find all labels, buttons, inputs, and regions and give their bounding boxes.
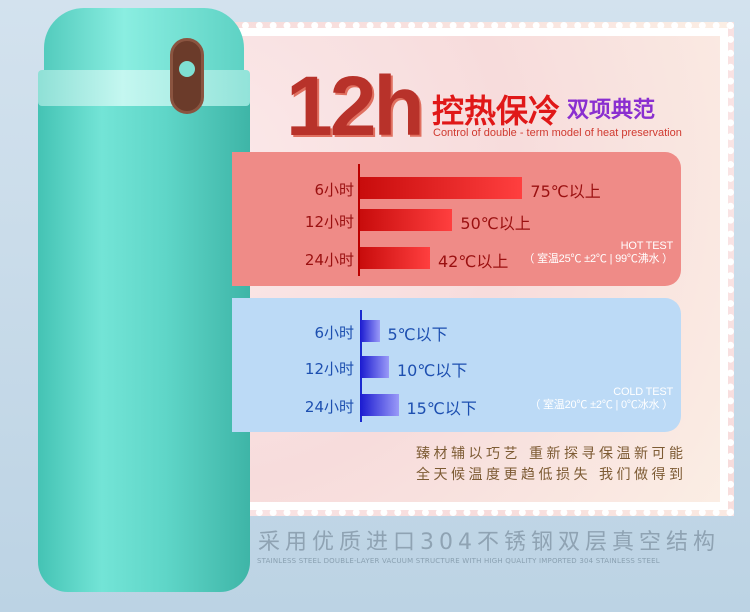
value-label: 5℃以下 <box>387 325 448 344</box>
value-label: 42℃以上 <box>438 252 509 271</box>
cold-row: 12小时 10℃以下 <box>232 356 681 380</box>
slogan-line: 臻材辅以巧艺 重新探寻保温新可能 <box>416 446 687 462</box>
bottle-cap <box>44 8 244 80</box>
hot-bar <box>360 209 453 231</box>
time-label: 12小时 <box>304 360 354 378</box>
bottle-body <box>38 78 250 592</box>
value-label: 15℃以下 <box>406 399 477 418</box>
hot-bar <box>360 177 523 199</box>
cold-test-panel: COLD TEST （ 室温20℃ ±2℃ | 0℃冰水 ） 6小时 5℃以下 12… <box>232 298 681 432</box>
hot-test-label: HOT TEST （ 室温25℃ ±2℃ | 99℃沸水 ） <box>523 240 673 266</box>
hot-axis <box>358 164 360 276</box>
time-label: 24小时 <box>304 398 354 416</box>
cold-row: 24小时 15℃以下 <box>232 394 681 418</box>
bottom-caption-en: STAINLESS STEEL DOUBLE-LAYER VACUUM STRU… <box>257 557 660 565</box>
slogan: 臻材辅以巧艺 重新探寻保温新可能 全天候温度更趋低损失 我们做得到 <box>416 444 686 486</box>
bottom-caption-cn: 采用优质进口304不锈钢双层真空结构 <box>258 530 720 555</box>
value-label: 10℃以下 <box>397 361 468 380</box>
cold-test-label: COLD TEST （ 室温20℃ ±2℃ | 0℃冰水 ） <box>529 386 673 412</box>
cold-row: 6小时 5℃以下 <box>232 320 681 344</box>
time-label: 24小时 <box>304 251 354 269</box>
value-label: 75℃以上 <box>530 182 601 201</box>
value-label: 50℃以上 <box>460 214 531 233</box>
cold-condition: （ 室温20℃ ±2℃ | 0℃冰水 ） <box>529 399 673 411</box>
cold-bar <box>360 356 389 378</box>
time-label: 12小时 <box>304 213 354 231</box>
cold-bar <box>360 394 399 416</box>
headline-cn2: 双项典范 <box>567 98 656 123</box>
slogan-line: 全天候温度更趋低损失 我们做得到 <box>416 467 687 483</box>
lid-clasp <box>170 38 204 114</box>
hot-row: 6小时 75℃以上 <box>232 177 681 201</box>
time-label: 6小时 <box>314 324 354 342</box>
cold-bar <box>360 320 380 342</box>
cold-label: COLD TEST <box>613 386 673 398</box>
headline-subtitle: Control of double - term model of heat p… <box>433 127 682 139</box>
hot-condition: （ 室温25℃ ±2℃ | 99℃沸水 ） <box>523 253 673 265</box>
hot-row: 24小时 42℃以上 <box>232 247 681 271</box>
headline-12h: 12h <box>286 59 425 153</box>
hot-label: HOT TEST <box>620 240 674 252</box>
time-label: 6小时 <box>314 181 354 199</box>
hot-bar <box>360 247 430 269</box>
hot-test-panel: HOT TEST （ 室温25℃ ±2℃ | 99℃沸水 ） 6小时 75℃以上 1… <box>232 152 681 286</box>
headline-cn: 控热保冷 <box>432 92 561 130</box>
hot-row: 12小时 50℃以上 <box>232 209 681 233</box>
thermos-bottle-image <box>38 8 250 592</box>
bottle-ring <box>38 70 250 106</box>
